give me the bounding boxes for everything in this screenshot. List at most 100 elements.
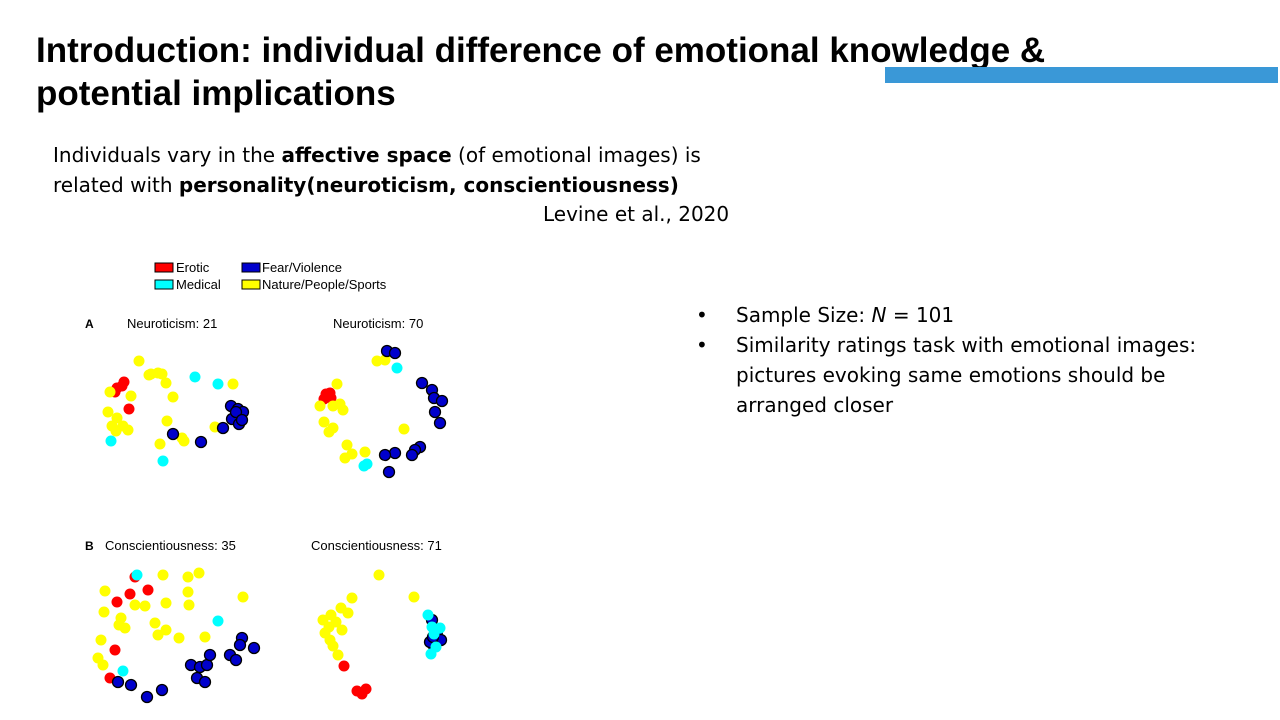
scatter-point-nature [139,600,151,612]
scatter-point-nature [359,446,371,458]
scatter-point-erotic [338,660,350,672]
scatter-point-nature [122,424,134,436]
scatter-point-nature [331,378,343,390]
scatter-point-nature [337,404,349,416]
panel-b-letter: B [85,539,94,553]
scatter-point-fear-violence [388,346,402,360]
scatter-point-nature [149,617,161,629]
bullet-1-value: = 101 [886,303,955,327]
legend-label-erotic: Erotic [176,260,210,275]
scatter-point-nature [178,435,190,447]
scatter-point-nature [104,386,116,398]
scatter-point-nature [342,607,354,619]
scatter-point-fear-violence [382,465,396,479]
scatter-point-erotic [109,644,121,656]
scatter-point-nature [341,439,353,451]
legend-swatch-nature [241,279,261,290]
scatter-point-erotic [111,596,123,608]
scatter-point-nature [227,378,239,390]
scatter-point-medical [189,371,201,383]
scatter-point-nature [160,624,172,636]
bullet-sample-size: • Sample Size: N = 101 [696,300,1236,330]
bullet-task: • Similarity ratings task with emotional… [696,330,1236,420]
bullet-1-italic-n: N [871,303,887,327]
subplot-label-conscientiousness-35: Conscientiousness: 35 [105,538,236,553]
intro-bold-affective-space: affective space [281,143,452,167]
scatter-point-nature [182,586,194,598]
scatter-point-fear-violence [216,421,230,435]
legend: Erotic Fear/Violence Medical Nature/Peop… [154,260,387,292]
scatter-point-nature [323,426,335,438]
scatter-point-fear-violence [198,675,212,689]
scatter-point-medical [117,665,129,677]
scatter-point-medical [212,378,224,390]
scatter-point-nature [129,599,141,611]
scatter-point-fear-violence [415,376,429,390]
scatter-point-fear-violence [200,658,214,672]
scatter-points [92,344,449,704]
scatter-point-nature [156,368,168,380]
scatter-point-nature [157,569,169,581]
scatter-point-nature [199,631,211,643]
scatter-point-fear-violence [428,405,442,419]
scatter-point-nature [323,621,335,633]
scatter-point-nature [327,640,339,652]
scatter-point-nature [182,571,194,583]
scatter-point-fear-violence [435,394,449,408]
bullet-1-text: Sample Size: [736,303,872,327]
scatter-point-nature [318,416,330,428]
scatter-point-nature [237,591,249,603]
scatter-point-medical [430,641,442,653]
scatter-point-medical [157,455,169,467]
scatter-point-nature [102,406,114,418]
scatter-point-nature [167,391,179,403]
scatter-point-fear-violence [140,690,154,704]
scatter-point-nature [143,369,155,381]
scatter-point-nature [332,649,344,661]
bullet-list: • Sample Size: N = 101 • Similarity rati… [696,300,1236,420]
scatter-point-fear-violence [229,405,243,419]
scatter-point-nature [160,377,172,389]
scatter-point-medical [428,628,440,640]
scatter-point-fear-violence [111,675,125,689]
scatter-point-nature [346,592,358,604]
legend-label-medical: Medical [176,277,221,292]
affective-space-figure: Erotic Fear/Violence Medical Nature/Peop… [75,255,475,715]
scatter-point-fear-violence [233,638,247,652]
scatter-point-nature [97,659,109,671]
intro-text: Individuals vary in the affective space … [53,140,753,200]
scatter-point-fear-violence [124,678,138,692]
intro-line-1-tail: (of emotional images) is [451,143,701,167]
scatter-point-nature [111,412,123,424]
subplot-label-neuroticism-21: Neuroticism: 21 [127,316,217,331]
scatter-point-nature [379,354,391,366]
scatter-point-erotic [123,403,135,415]
scatter-point-medical [391,362,403,374]
slide-title: Introduction: individual difference of e… [36,31,1046,113]
scatter-point-fear-violence [203,648,217,662]
scatter-point-nature [398,423,410,435]
scatter-point-fear-violence [229,653,243,667]
bullet-marker: • [696,333,708,357]
scatter-point-nature [125,390,137,402]
legend-swatch-medical [154,279,174,290]
legend-swatch-fear-violence [241,262,261,273]
scatter-point-nature [133,355,145,367]
scatter-point-fear-violence [405,448,419,462]
scatter-point-fear-violence [378,448,392,462]
subplot-label-neuroticism-70: Neuroticism: 70 [333,316,423,331]
legend-label-fear-violence: Fear/Violence [262,260,342,275]
intro-line-1-text: Individuals vary in the [53,143,282,167]
intro-line-1: Individuals vary in the affective space … [53,140,753,170]
scatter-point-erotic [118,376,130,388]
legend-label-nature: Nature/People/Sports [262,277,387,292]
scatter-point-nature [160,597,172,609]
intro-line-2-text: related with [53,173,179,197]
subplot-label-conscientiousness-71: Conscientiousness: 71 [311,538,442,553]
scatter-point-nature [110,425,122,437]
citation: Levine et al., 2020 [543,202,730,226]
scatter-point-nature [99,585,111,597]
scatter-point-medical [361,458,373,470]
scatter-point-nature [408,591,420,603]
scatter-point-fear-violence [235,413,249,427]
